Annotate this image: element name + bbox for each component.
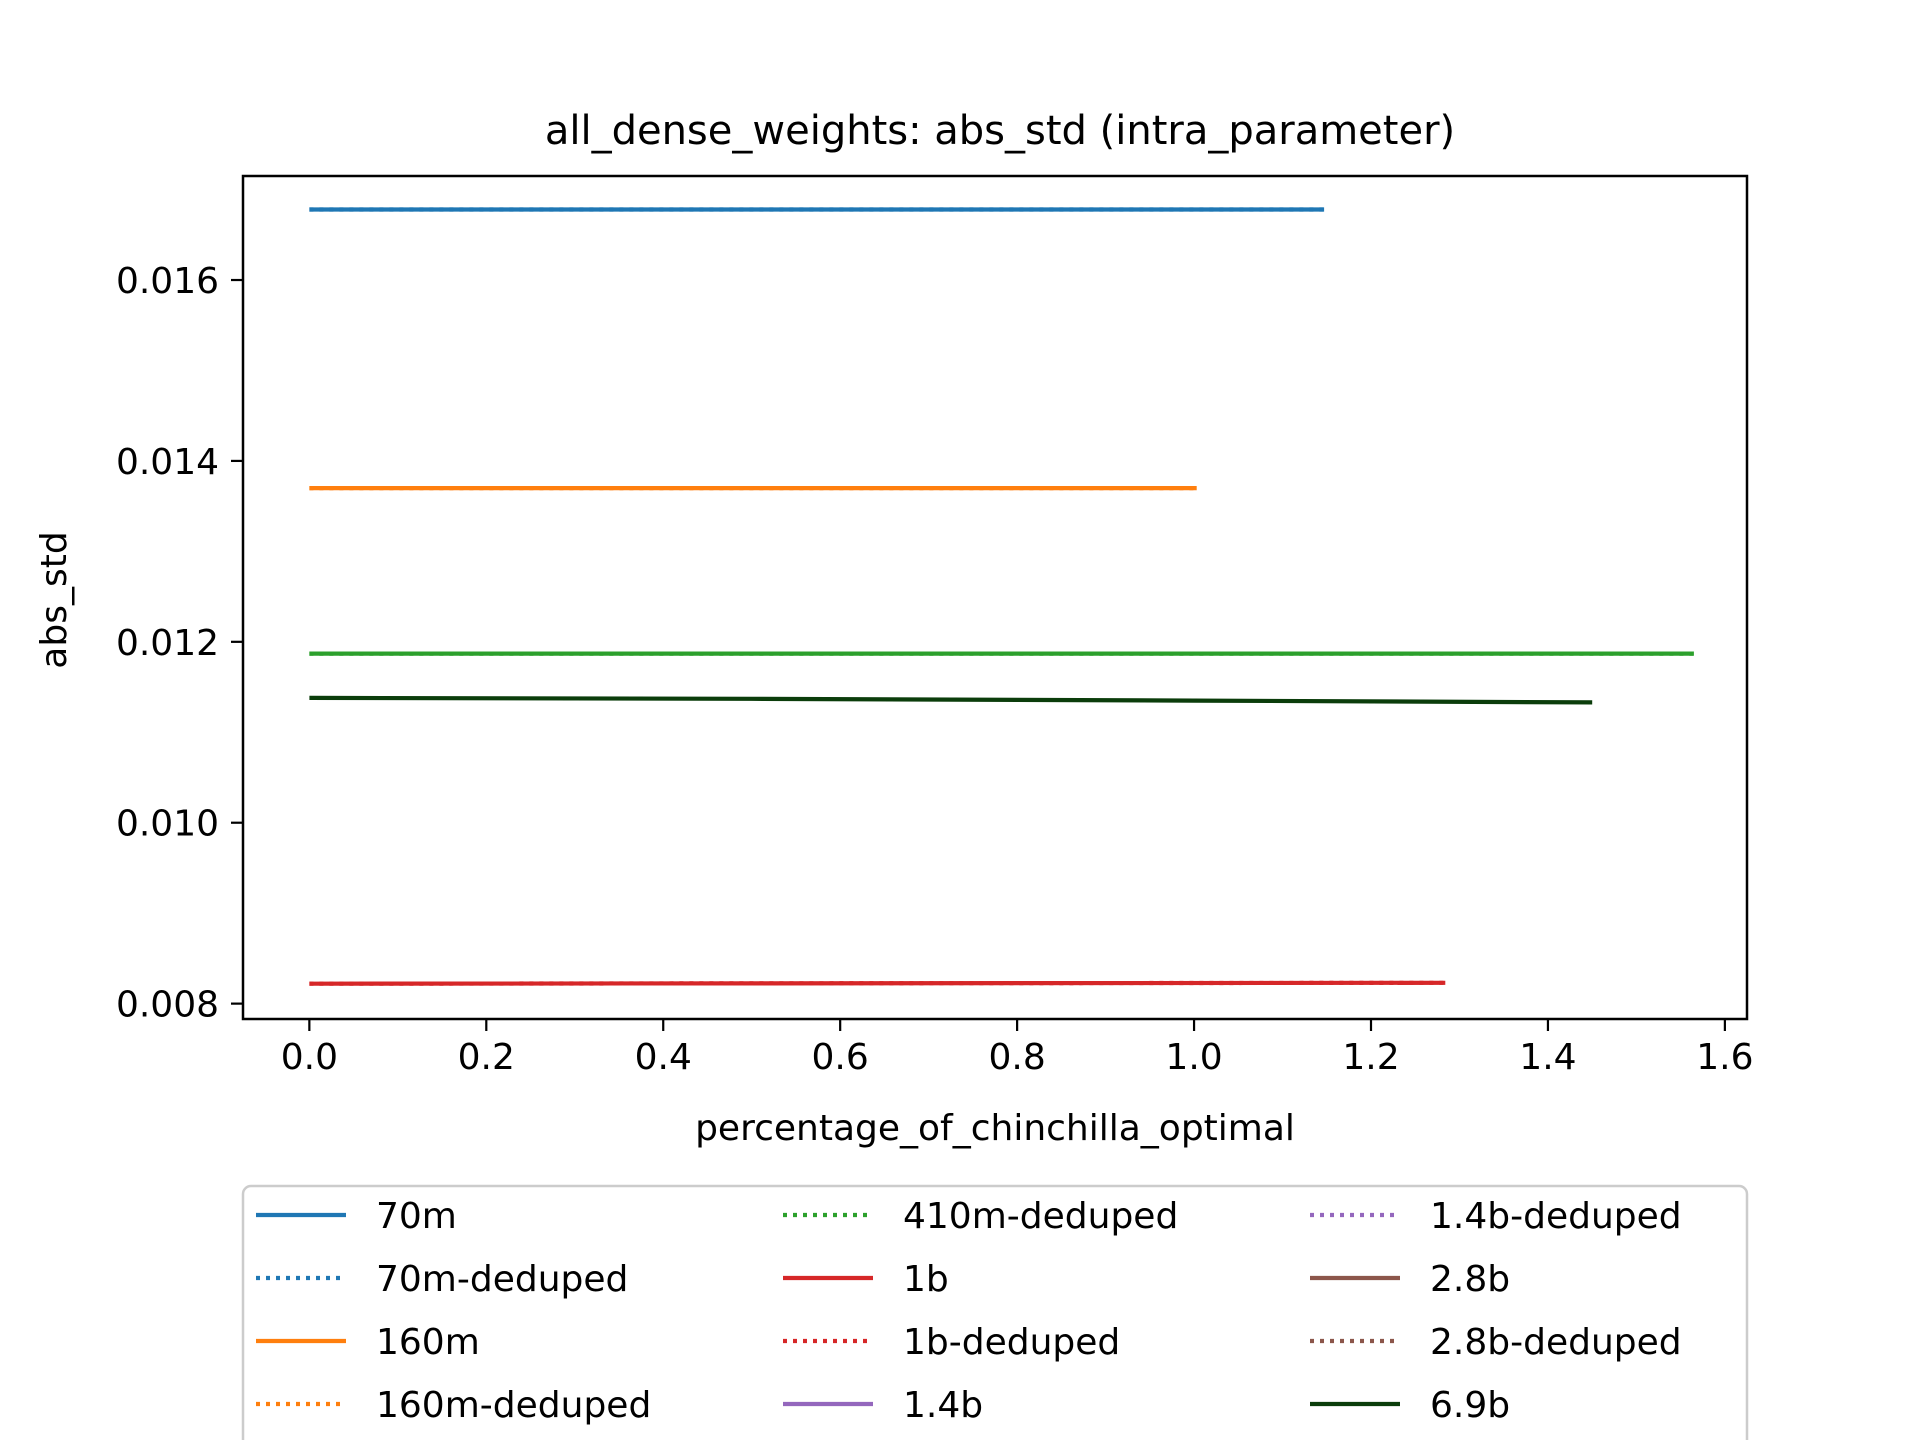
y-axis: 0.008 0.010 0.012 0.014 0.016 [116,261,243,1026]
y-axis-label: abs_std [34,531,75,668]
y-tick-label: 0.008 [116,985,219,1026]
series-line-6-9b [309,695,1593,705]
legend-label-410m-deduped: 410m-deduped [903,1196,1178,1237]
y-tick-label: 0.012 [116,623,219,664]
x-tick-label: 0.6 [812,1037,869,1078]
x-axis-label: percentage_of_chinchilla_optimal [695,1108,1295,1149]
y-tick-label: 0.014 [116,442,219,483]
legend-label-1b-deduped: 1b-deduped [903,1322,1120,1363]
x-tick-label: 1.6 [1696,1037,1753,1078]
legend-label-2-8b-deduped: 2.8b-deduped [1430,1322,1682,1363]
legend-label-6-9b: 6.9b [1430,1385,1510,1426]
legend-label-1b: 1b [903,1259,949,1300]
legend-label-70m: 70m [376,1196,457,1237]
x-tick-label: 0.0 [281,1037,338,1078]
chart-title: all_dense_weights: abs_std (intra_parame… [545,108,1455,154]
x-tick-label: 1.2 [1342,1037,1399,1078]
x-tick-label: 0.4 [635,1037,692,1078]
legend-label-160m: 160m [376,1322,480,1363]
legend-label-2-8b: 2.8b [1430,1259,1510,1300]
plot-frame [241,174,1749,1021]
x-axis: 0.0 0.2 0.4 0.6 0.8 1.0 1.2 1.4 1.6 [281,1019,1754,1078]
legend-label-1-4b: 1.4b [903,1385,983,1426]
plot-lines [309,207,1694,986]
legend-label-160m-deduped: 160m-deduped [376,1385,651,1426]
legend-label-1-4b-deduped: 1.4b-deduped [1430,1196,1682,1237]
x-tick-label: 1.0 [1165,1037,1222,1078]
series-line-1b [309,980,1446,986]
x-tick-label: 0.2 [458,1037,515,1078]
y-tick-label: 0.016 [116,261,219,302]
x-tick-label: 0.8 [988,1037,1045,1078]
x-tick-label: 1.4 [1519,1037,1576,1078]
legend-frame [241,1184,1749,1440]
y-tick-label: 0.010 [116,804,219,845]
legend: 70m 70m-deduped 160m 160m-deduped 410m-dedup… [241,1184,1749,1440]
legend-label-70m-deduped: 70m-deduped [376,1259,628,1300]
